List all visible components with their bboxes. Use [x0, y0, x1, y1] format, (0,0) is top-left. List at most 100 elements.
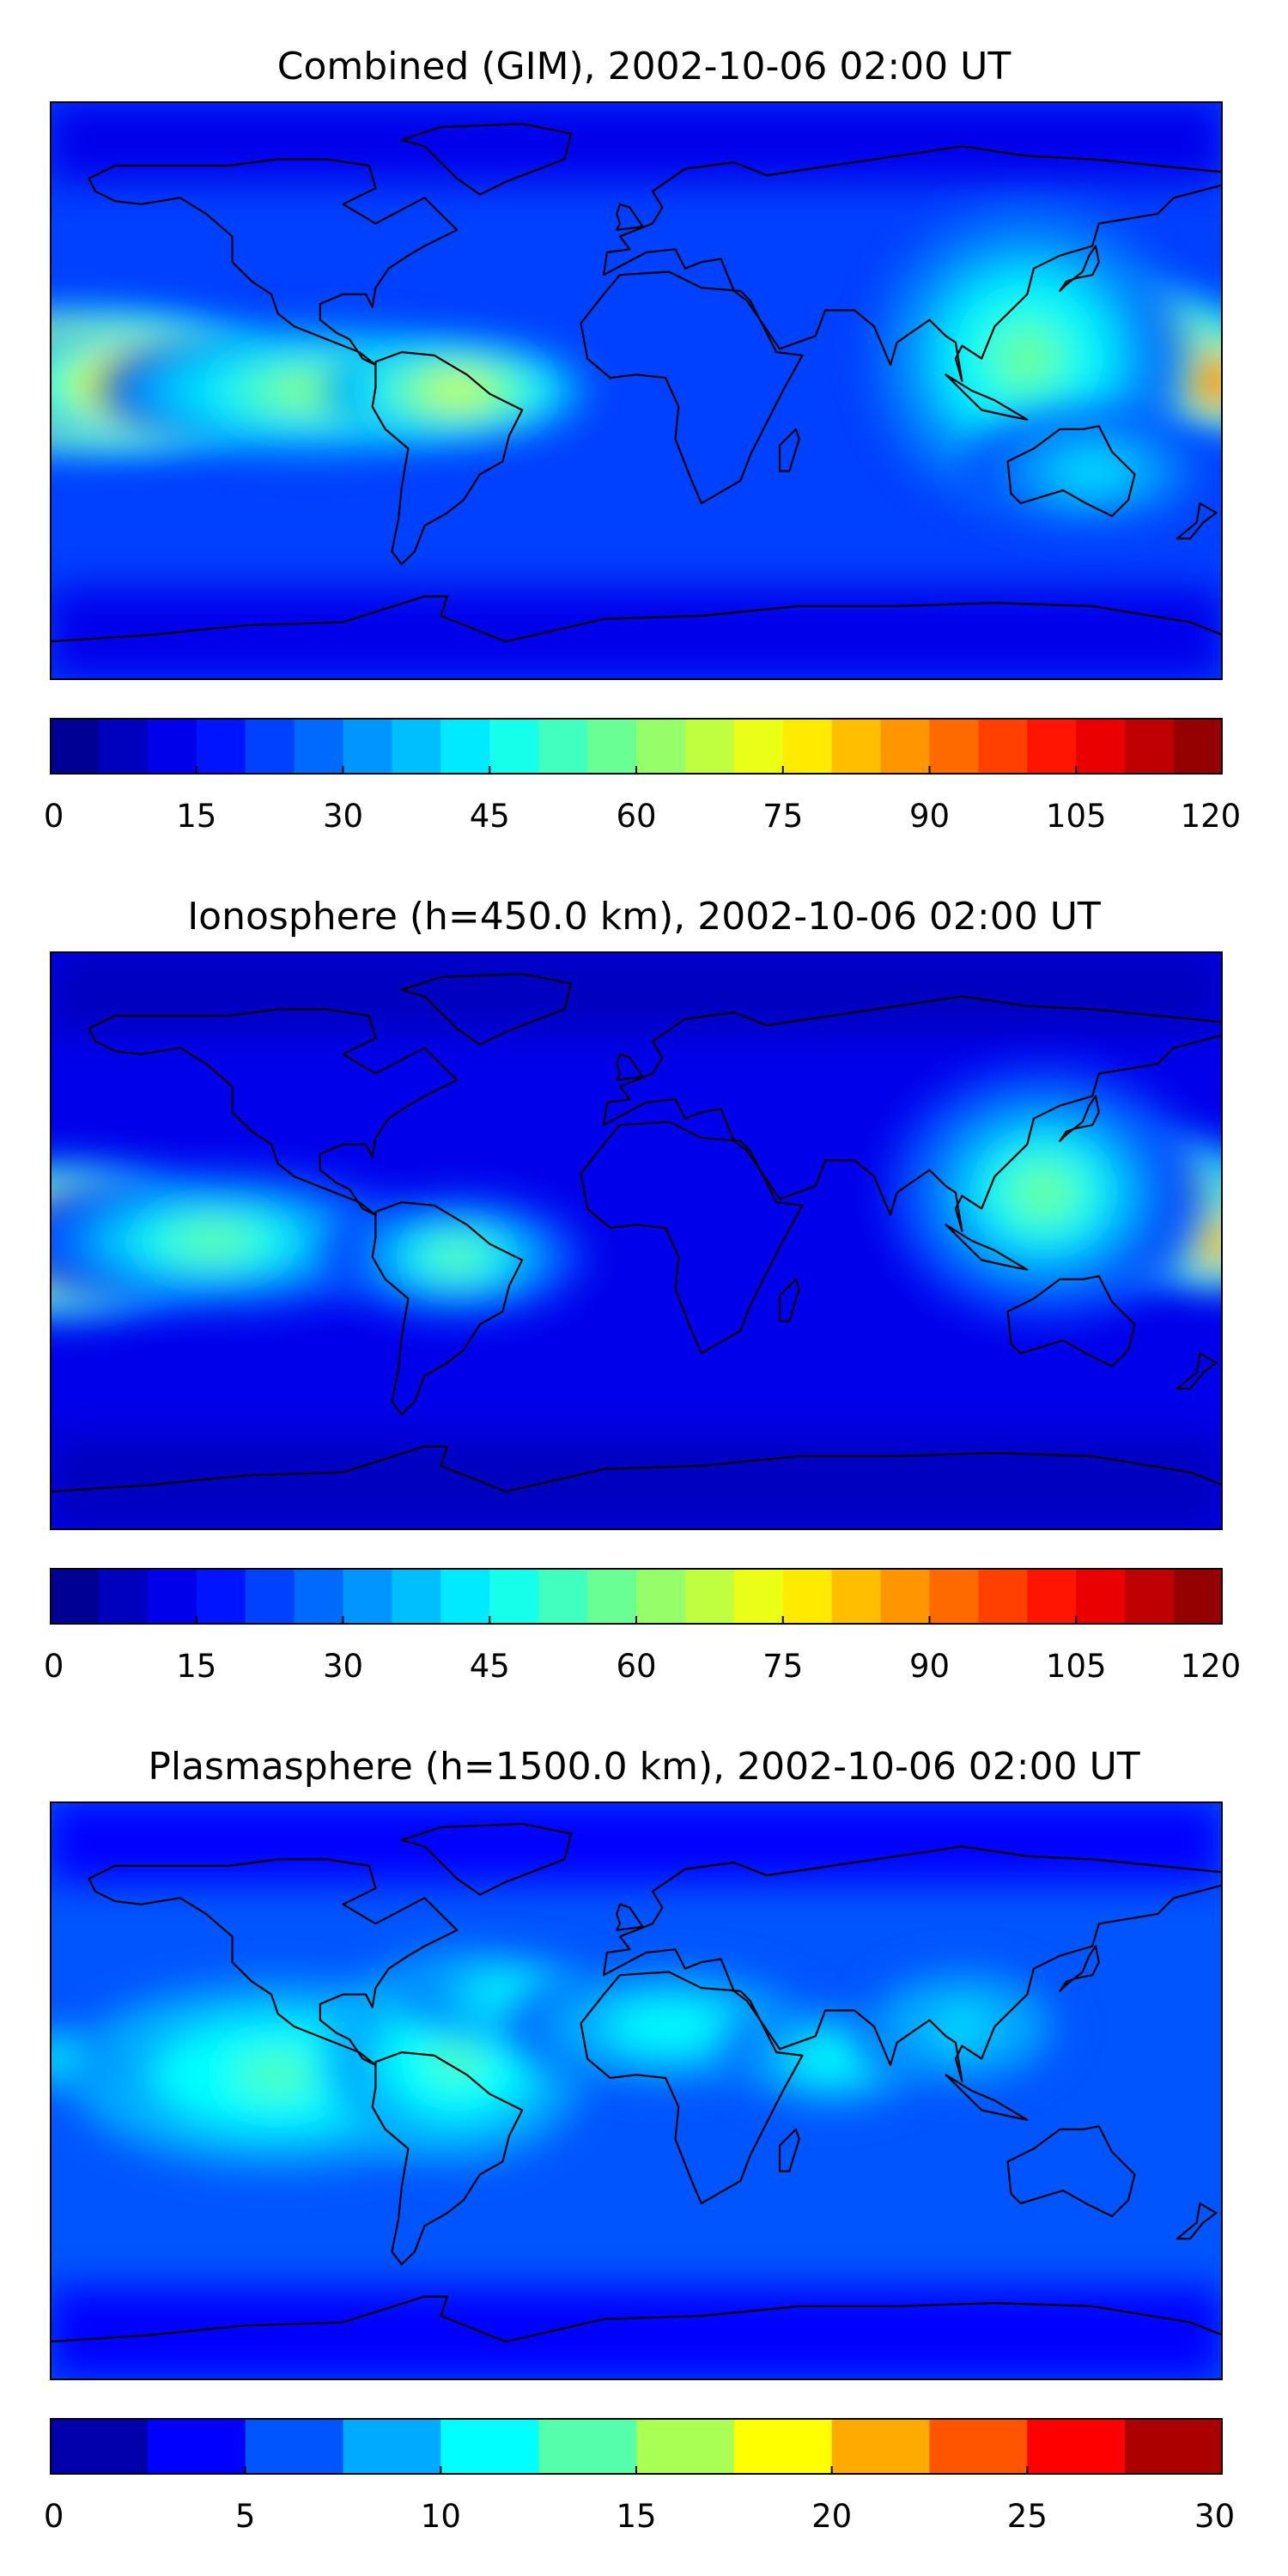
coastline-australia [1006, 1275, 1136, 1368]
colorbar-segment [147, 1568, 197, 1625]
colorbar-segment [343, 718, 393, 775]
field-contour [430, 2038, 483, 2080]
coastline-greenland [400, 123, 573, 196]
coastline-north-america [88, 1008, 459, 1217]
colorbar-segment [50, 718, 100, 775]
colorbar-segment [245, 718, 295, 775]
colorbar-segment [147, 2418, 246, 2475]
coastline-africa [580, 1121, 804, 1355]
colorbar-segment [98, 1568, 149, 1625]
field-south-band [50, 1437, 1223, 1530]
coastline-south-america [371, 1201, 524, 1416]
colorbar-tick-label: 20 [811, 2498, 853, 2535]
map-frame [50, 101, 1223, 680]
colorbar-segment [98, 718, 149, 775]
field-north-band [50, 1801, 1223, 1883]
colorbar-segment [1125, 2418, 1223, 2475]
field-contour [50, 2052, 67, 2065]
panel-2-map [50, 951, 1223, 1530]
coastline-new-zealand [1176, 502, 1218, 540]
coastlines [50, 973, 1223, 1530]
coastline-eurasia [602, 995, 1223, 1232]
coastline-british-isles [616, 1903, 644, 1931]
colorbar-segment [245, 2418, 344, 2475]
colorbar-segment [733, 718, 784, 775]
field-blob [50, 1169, 422, 1313]
colorbar-tick-label: 60 [616, 798, 657, 835]
colorbar-tick-label: 10 [420, 2498, 461, 2535]
colorbar-segment [831, 2418, 931, 2475]
colorbar-segment [1076, 718, 1126, 775]
colorbar-segment [831, 1568, 882, 1625]
panel-3-field [50, 1801, 1223, 2380]
colorbar-tick-label: 0 [43, 2498, 64, 2535]
panel-3-map [50, 1801, 1223, 2380]
coastline-antarctica [50, 2295, 1223, 2380]
colorbar-segment [782, 1568, 833, 1625]
coastline-japan [1059, 1095, 1100, 1142]
colorbar-tick-label: 75 [762, 798, 804, 835]
coastline-japan [1059, 245, 1100, 292]
colorbar-segment [147, 718, 197, 775]
panel-2-field [50, 951, 1223, 1530]
colorbar-segment [636, 2418, 735, 2475]
panel-3-colorbar-svg [50, 2418, 1223, 2475]
colorbar-segment [489, 718, 539, 775]
panel-2-colorbar-ticks: 0 15 30 45 60 75 90 105 120 [44, 1647, 1241, 1695]
colorbar-segment [978, 1568, 1028, 1625]
panel-1-colorbar-svg [50, 718, 1223, 775]
coastline-north-america [88, 158, 459, 367]
field-contour [430, 1244, 483, 1270]
colorbar-segment [343, 2418, 441, 2475]
panel-3-title: Plasmasphere (h=1500.0 km), 2002-10-06 0… [148, 1745, 1140, 1789]
colorbar-segment [929, 2418, 1028, 2475]
coastline-madagascar [778, 1278, 800, 1322]
coastline-british-isles [616, 1053, 644, 1081]
field-blob [887, 1064, 1200, 1321]
colorbar-segment [1174, 718, 1223, 775]
field-contour [484, 1986, 527, 2003]
panel-1-title: Combined (GIM), 2002-10-06 02:00 UT [276, 45, 1012, 88]
field-contour [811, 2048, 853, 2069]
colorbar-tick-label: 45 [469, 798, 510, 835]
colorbar-segment [978, 718, 1028, 775]
field-blob [858, 1965, 1066, 2089]
coastline-madagascar [778, 428, 800, 472]
coastline-australia [1006, 425, 1136, 518]
colorbar-segment [1027, 1568, 1077, 1625]
panel-2-title: Ionosphere (h=450.0 km), 2002-10-06 02:0… [187, 895, 1101, 939]
field-contour [1201, 370, 1223, 392]
coastline-indonesia [945, 1224, 1029, 1271]
coastline-africa [580, 1971, 804, 2205]
field-blob [962, 409, 1223, 533]
colorbar-segment [831, 718, 882, 775]
colorbar-tick-label: 105 [1045, 1648, 1107, 1685]
colorbar-tick-label: 30 [322, 798, 364, 835]
colorbar-tick-label: 105 [1045, 798, 1107, 835]
colorbar-segment [587, 718, 637, 775]
panel-1-map [50, 101, 1223, 680]
field-contour [637, 2014, 701, 2039]
colorbar-tick-label: 120 [1180, 798, 1242, 835]
colorbar-tick-label: 0 [43, 798, 64, 835]
panel-3-map-svg [50, 1801, 1223, 2380]
coastline-new-zealand [1176, 2202, 1218, 2240]
colorbar-segment [636, 1568, 686, 1625]
colorbar-segment [929, 718, 980, 775]
colorbar-segment [587, 1568, 637, 1625]
panel-1-field [50, 101, 1223, 680]
colorbar-segment [50, 2418, 149, 2475]
colorbar-segment [782, 718, 833, 775]
colorbar-segment [636, 718, 686, 775]
field-contour [1066, 459, 1119, 483]
colorbar-tick-label: 5 [234, 2498, 256, 2535]
colorbar-segment [880, 718, 931, 775]
coastline-greenland [400, 1823, 573, 1896]
colorbar-segment [196, 718, 246, 775]
field-contour [236, 2056, 320, 2093]
colorbar-tick-label: 45 [469, 1648, 510, 1685]
colorbar-tick-label: 15 [176, 1648, 217, 1685]
panel-1-colorbar [50, 718, 1223, 775]
panel-3-colorbar-ticks: 0 5 10 15 20 25 30 [44, 2497, 1235, 2545]
field-contour [941, 2014, 983, 2039]
